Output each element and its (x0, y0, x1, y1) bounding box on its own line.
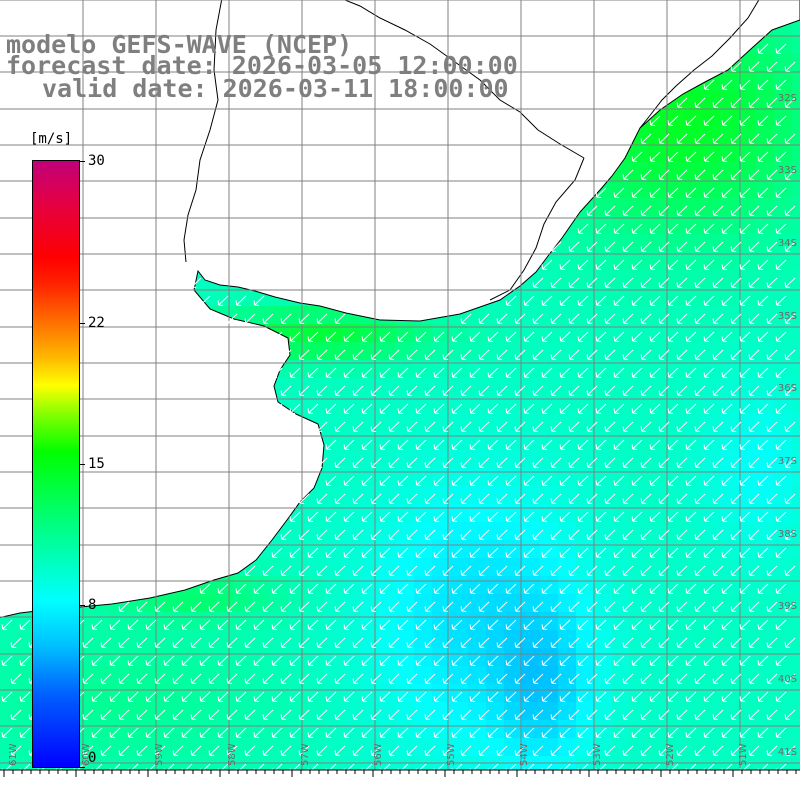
lon-label: 55W (446, 743, 457, 766)
lat-label: 33S (778, 165, 797, 176)
colorbar-tick-label: 15 (88, 456, 105, 472)
lon-label: 56W (373, 743, 384, 766)
colorbar-frame (32, 160, 80, 768)
land-area (0, 0, 800, 619)
lat-label: 41S (778, 747, 797, 758)
colorbar-tick-label: 0 (88, 750, 97, 766)
map-axes: 32S 33S 34S 35S 36S 37S 38S 39S 40S 41S 61W 60W 59W 5… (0, 93, 800, 800)
lat-label: 39S (778, 601, 797, 612)
uruguay-south-coast (489, 157, 585, 301)
lat-label: 37S (778, 456, 797, 467)
colorbar-tick (79, 464, 85, 465)
uruguay-border (343, 0, 585, 159)
inner-lagoon-coast (639, 0, 760, 129)
lat-label: 40S (778, 674, 797, 685)
lon-label: 53W (592, 743, 603, 766)
lat-label: 38S (778, 529, 797, 540)
lat-lon-grid (0, 0, 800, 770)
lat-label: 34S (778, 238, 797, 249)
valid-date: valid date: 2026-03-11 18:00:00 (42, 74, 509, 103)
colorbar (33, 161, 79, 767)
colorbar-tick (79, 322, 85, 324)
colorbar-tick (79, 161, 85, 162)
lon-label: 51W (738, 743, 749, 766)
coastline (0, 0, 800, 619)
colorbar-tick (79, 605, 85, 607)
lon-label: 60W (81, 743, 92, 766)
colorbar-tick (79, 767, 85, 768)
lon-label: 52W (665, 743, 676, 766)
colorbar-tick-label: 8 (88, 597, 97, 614)
lon-label: 57W (300, 743, 311, 766)
colorbar-tick-label: 22 (88, 314, 105, 331)
lat-label: 35S (778, 311, 797, 322)
lon-label: 59W (154, 743, 165, 766)
model-title: modelo GEFS-WAVE (NCEP) (6, 30, 353, 59)
colorbar-unit: [m/s] (30, 131, 73, 147)
colorbar-tick-label: 30 (88, 153, 105, 169)
lat-label: 32S (778, 93, 797, 104)
lon-label: 54W (519, 743, 530, 766)
forecast-date: forecast date: 2026-03-05 12:00:00 (6, 51, 518, 80)
lon-label: 61W (8, 743, 19, 766)
lat-label: 36S (778, 383, 797, 394)
bottom-margin (0, 770, 800, 800)
lon-label: 58W (227, 743, 238, 766)
